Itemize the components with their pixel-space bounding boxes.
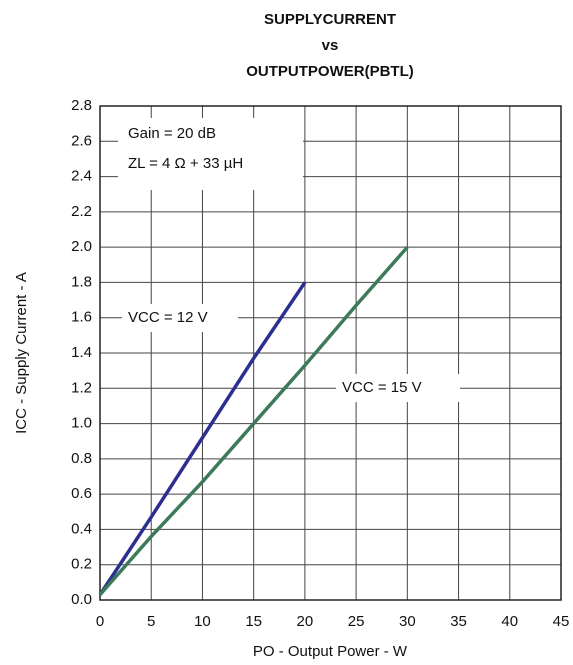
plot-border xyxy=(99,105,562,601)
y-tick-label: 2.8 xyxy=(71,97,92,114)
x-tick-label: 30 xyxy=(399,613,416,630)
y-tick-label: 0.0 xyxy=(71,591,92,608)
y-tick-label: 1.6 xyxy=(71,309,92,326)
chart-title: OUTPUTPOWER(PBTL) xyxy=(246,63,413,80)
x-tick-label: 35 xyxy=(450,613,467,630)
y-tick-label: 0.6 xyxy=(71,485,92,502)
annotation: ZL = 4 Ω + 33 µH xyxy=(128,155,243,172)
y-tick-label: 2.0 xyxy=(71,238,92,255)
y-tick-label: 2.4 xyxy=(71,168,92,185)
chart-title: SUPPLYCURRENT xyxy=(264,11,396,28)
y-axis-label: ICC - Supply Current - A xyxy=(13,272,30,434)
x-axis-label: PO - Output Power - W xyxy=(253,643,408,660)
x-tick-label: 45 xyxy=(553,613,570,630)
series-line xyxy=(98,281,307,596)
series-line xyxy=(98,245,409,596)
y-tick-label: 0.4 xyxy=(71,520,92,537)
y-tick-label: 1.4 xyxy=(71,344,92,361)
y-tick-label: 1.2 xyxy=(71,379,92,396)
x-tick-label: 20 xyxy=(297,613,314,630)
x-tick-label: 5 xyxy=(147,613,155,630)
y-tick-label: 2.2 xyxy=(71,203,92,220)
legend-box xyxy=(336,374,460,402)
y-tick-label: 0.2 xyxy=(71,556,92,573)
y-tick-label: 1.8 xyxy=(71,273,92,290)
x-tick-label: 15 xyxy=(245,613,262,630)
legend-label: VCC = 12 V xyxy=(128,309,208,326)
legend-box xyxy=(122,304,238,332)
y-tick-label: 0.8 xyxy=(71,450,92,467)
x-tick-label: 25 xyxy=(348,613,365,630)
y-tick-label: 2.6 xyxy=(71,132,92,149)
chart-title: vs xyxy=(322,37,339,54)
legend-label: VCC = 15 V xyxy=(342,379,422,396)
annotation-box xyxy=(118,118,303,190)
x-tick-label: 10 xyxy=(194,613,211,630)
y-tick-label: 1.0 xyxy=(71,415,92,432)
x-tick-label: 0 xyxy=(96,613,104,630)
annotation: Gain = 20 dB xyxy=(128,125,216,142)
x-tick-label: 40 xyxy=(501,613,518,630)
